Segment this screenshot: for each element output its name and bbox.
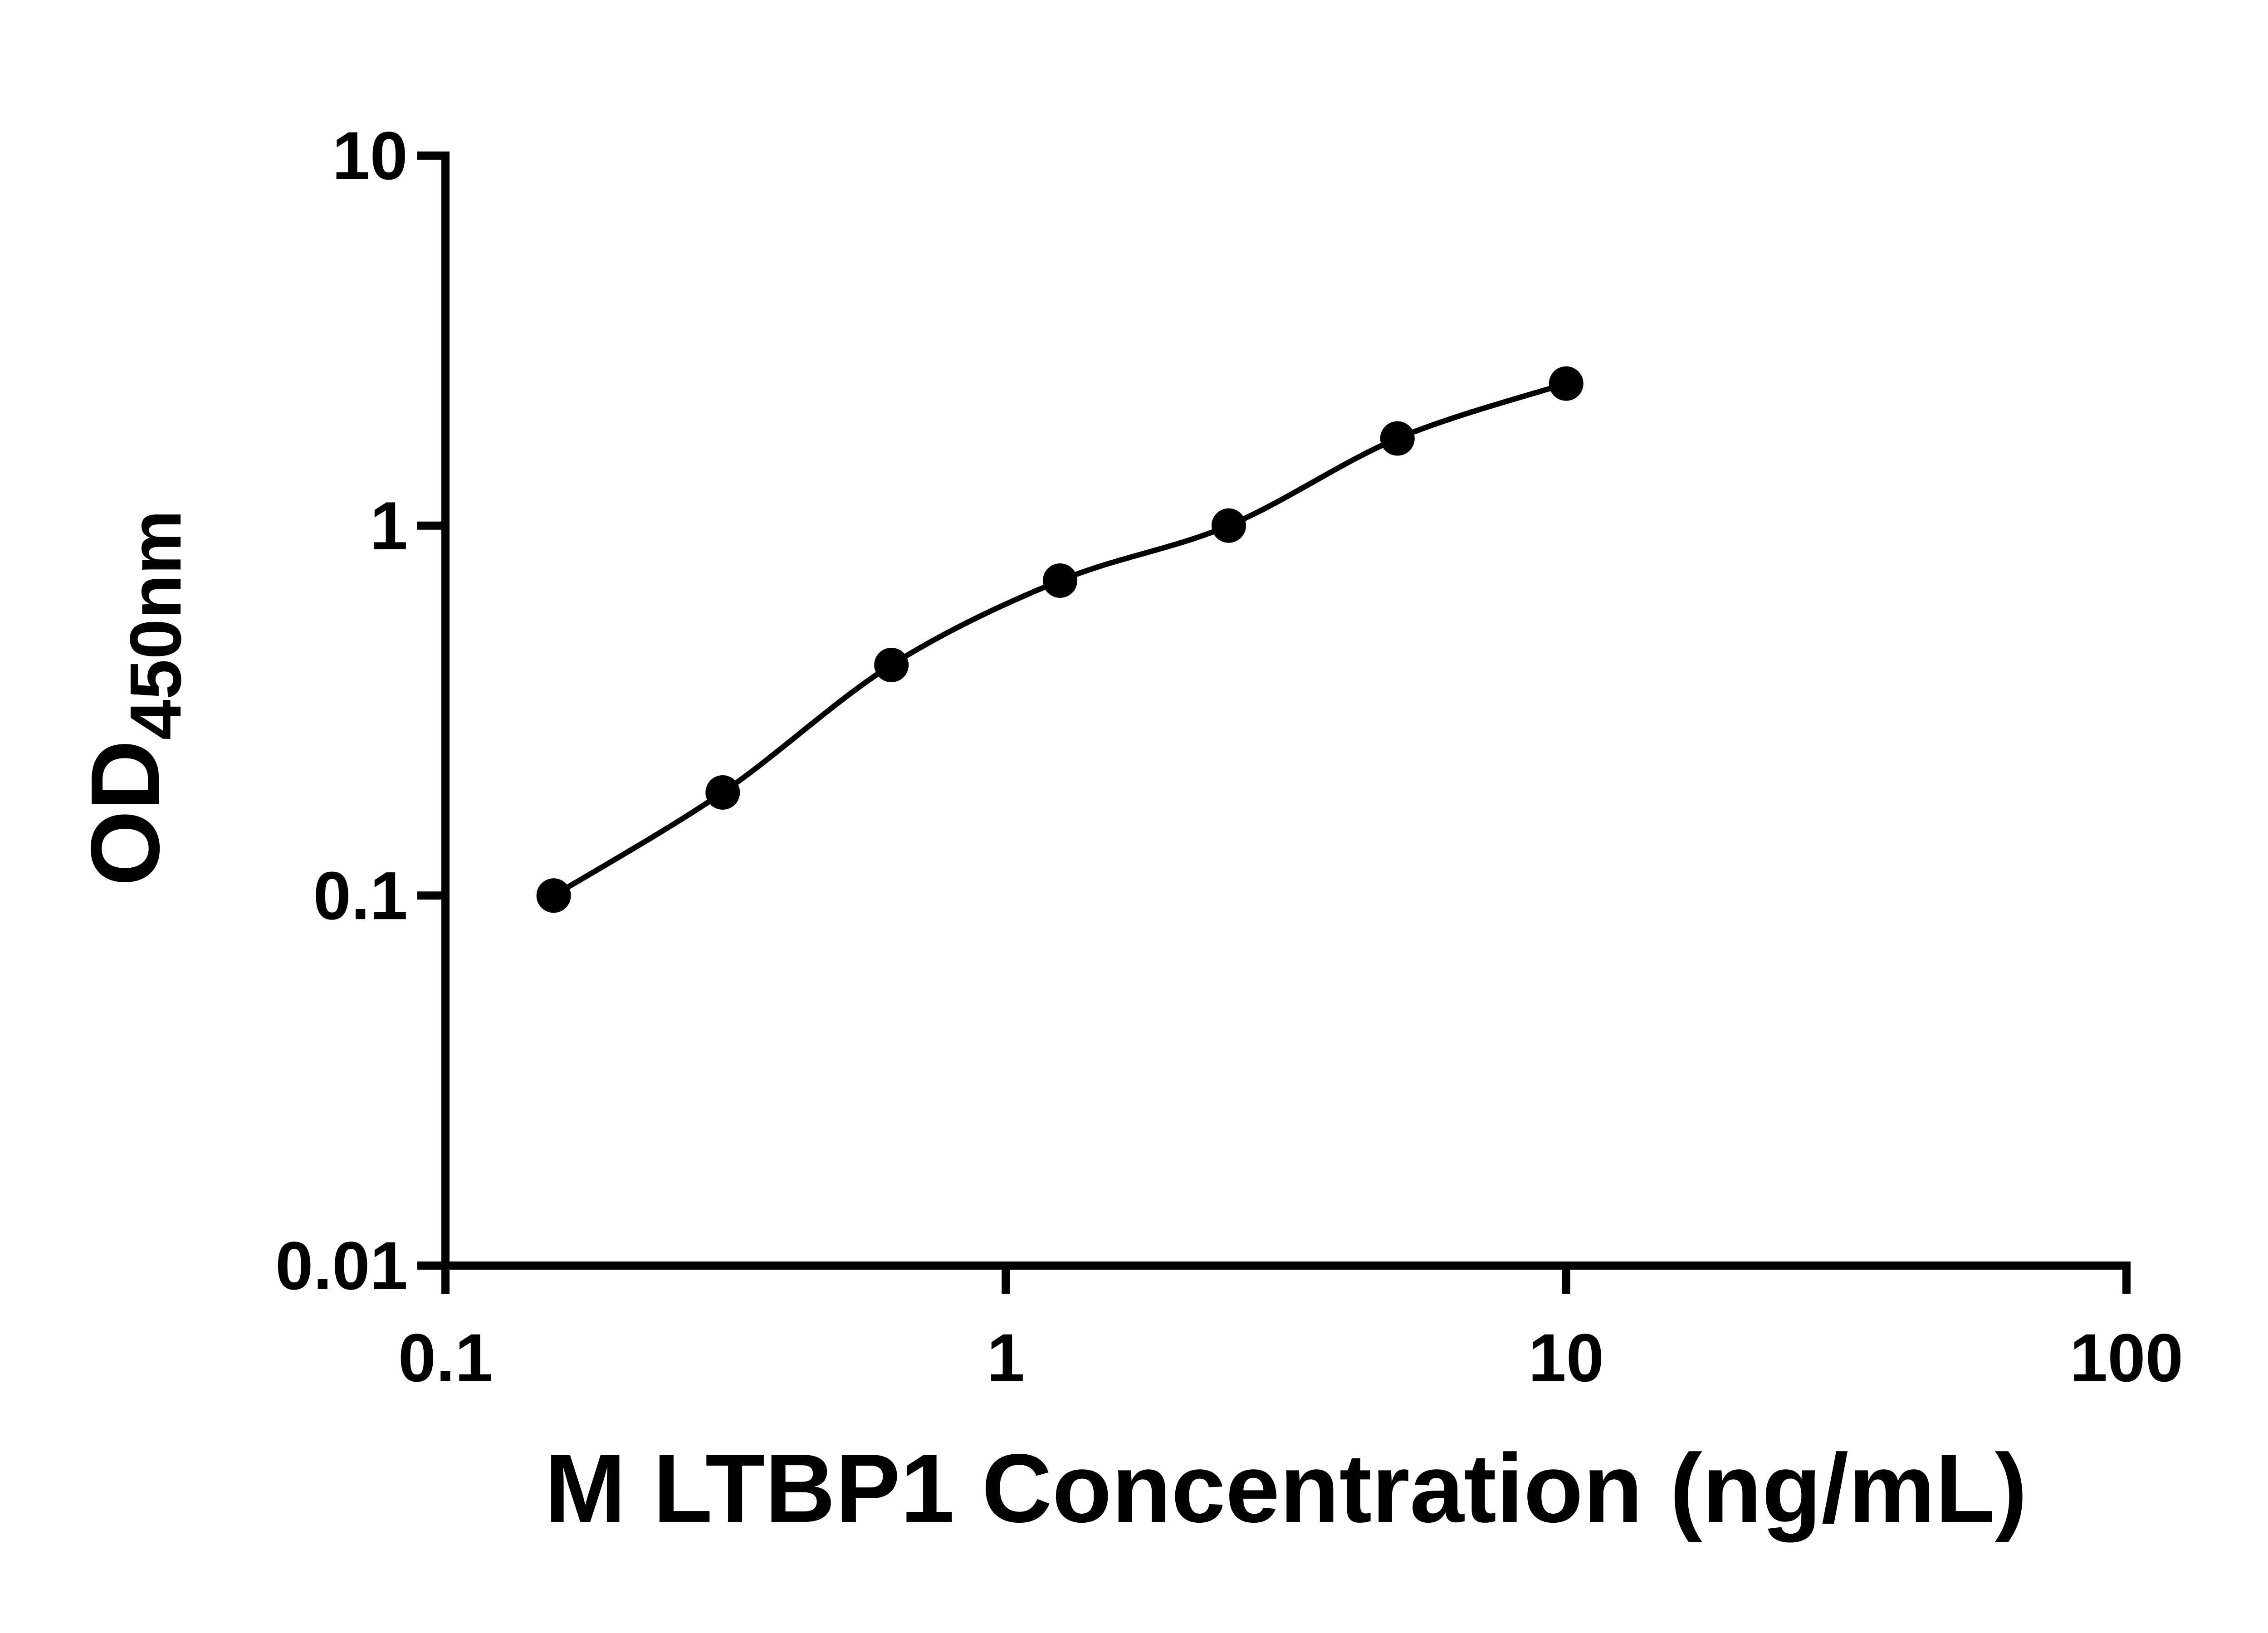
data-point	[536, 878, 571, 913]
y-tick-label: 0.01	[275, 1227, 408, 1304]
data-point	[874, 648, 909, 682]
y-tick-label: 0.1	[313, 857, 408, 934]
plot-area: 0.1 1 10 100 0.01 0.1 1 10	[275, 117, 2183, 1396]
data-point	[1380, 421, 1415, 456]
x-tick-label: 10	[1528, 1320, 1604, 1396]
fit-curve	[551, 381, 1569, 899]
x-tick-label: 0.1	[398, 1320, 493, 1396]
y-axis-title-sub: 450nm	[115, 510, 196, 740]
data-point	[705, 775, 740, 810]
data-point	[1211, 508, 1246, 543]
x-tick-label: 1	[987, 1320, 1025, 1396]
y-axis-title-main: OD	[70, 740, 180, 886]
y-tick-label: 1	[370, 488, 408, 564]
x-tick-label: 100	[2070, 1320, 2183, 1396]
data-point	[1549, 366, 1584, 401]
x-axis-title: M LTBP1 Concentration (ng/mL)	[545, 1433, 2028, 1543]
y-tick-label: 10	[332, 117, 408, 194]
data-point	[1043, 563, 1077, 598]
y-axis-title: OD450nm	[70, 510, 196, 886]
